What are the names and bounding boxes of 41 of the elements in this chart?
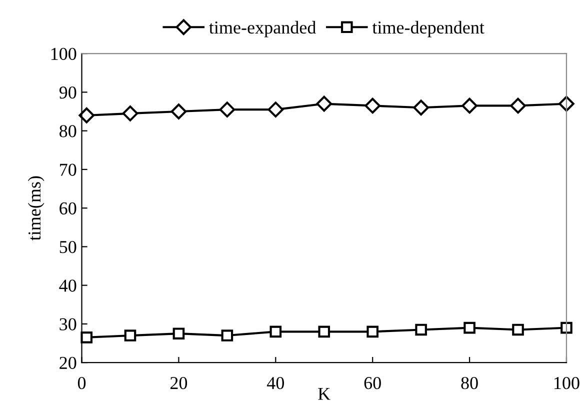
point bbox=[415, 324, 427, 336]
point bbox=[413, 100, 429, 116]
point bbox=[170, 104, 187, 120]
point bbox=[122, 106, 138, 122]
point bbox=[560, 322, 572, 334]
point bbox=[268, 102, 284, 118]
point bbox=[270, 326, 282, 338]
point bbox=[558, 96, 574, 112]
point bbox=[80, 332, 93, 344]
point bbox=[462, 98, 478, 114]
x-tick-label: 60 bbox=[364, 376, 381, 390]
y-tick-label: 30 bbox=[60, 318, 76, 330]
point bbox=[364, 98, 381, 114]
y-tick-label: 100 bbox=[51, 48, 76, 60]
x-tick-label: 40 bbox=[266, 376, 284, 390]
y-tick-label: 50 bbox=[60, 240, 76, 254]
point bbox=[172, 328, 185, 340]
x-tick-label: 100 bbox=[554, 376, 580, 390]
y-axis-title: time(ms) bbox=[28, 176, 44, 240]
point bbox=[219, 102, 236, 118]
y-tick-label: 20 bbox=[60, 356, 76, 369]
y-tick-label: 60 bbox=[60, 202, 76, 214]
legend-label: time-expanded bbox=[209, 20, 316, 38]
x-tick-label: 20 bbox=[170, 376, 188, 390]
point bbox=[124, 330, 136, 342]
x-axis-title: K bbox=[318, 388, 330, 400]
point bbox=[221, 330, 234, 342]
y-tick-label: 40 bbox=[59, 280, 76, 292]
y-tick-label: 90 bbox=[59, 86, 76, 99]
point bbox=[316, 96, 332, 112]
y-tick-label: 80 bbox=[60, 125, 76, 138]
y-tick-label: 70 bbox=[60, 164, 76, 176]
x-tick-label: 0 bbox=[78, 376, 86, 390]
point bbox=[318, 326, 330, 338]
point bbox=[512, 324, 524, 336]
point bbox=[464, 322, 476, 334]
point bbox=[510, 98, 526, 114]
legend-label: time-dependent bbox=[372, 20, 484, 38]
point bbox=[78, 107, 95, 124]
x-tick-label: 80 bbox=[461, 376, 478, 390]
point bbox=[366, 326, 378, 338]
